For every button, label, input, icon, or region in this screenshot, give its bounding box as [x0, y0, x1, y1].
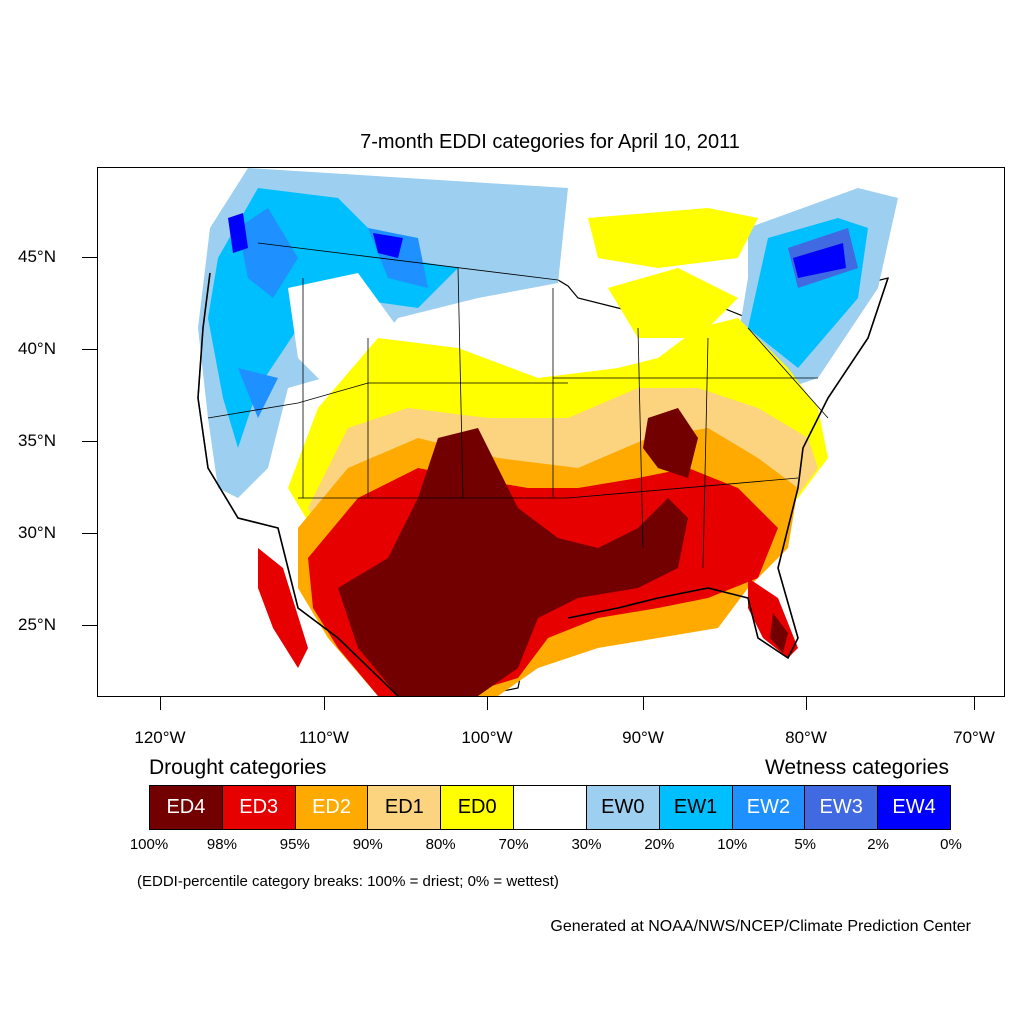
- region-ew2-northwest: [238, 208, 428, 418]
- lon-tick: [806, 696, 807, 710]
- lon-label-90: 90°W: [622, 728, 664, 747]
- legend-cell-ed3: ED3: [222, 786, 296, 829]
- lat-label-30: 30°N: [18, 523, 56, 542]
- legend-cell-ed1: ED1: [368, 786, 442, 829]
- lat-tick: [82, 533, 97, 534]
- map-title: 7-month EDDI categories for April 10, 20…: [360, 131, 740, 153]
- percent-break-label: 2%: [867, 836, 889, 853]
- region-ed4-florida: [770, 613, 788, 653]
- lat-label-40: 40°N: [18, 339, 56, 358]
- lon-tick: [160, 696, 161, 710]
- coastline: [197, 272, 889, 696]
- lon-label-100: 100°W: [461, 728, 513, 747]
- percent-break-label: 95%: [279, 836, 310, 853]
- percent-break-label: 10%: [717, 836, 748, 853]
- lon-label-70: 70°W: [953, 728, 995, 747]
- lon-tick: [324, 696, 325, 710]
- percent-break-label: 90%: [352, 836, 383, 853]
- lon-tick: [643, 696, 644, 710]
- map-panel: [97, 167, 1005, 697]
- category-legend: ED4 ED3 ED2 ED1 ED0 EW0 EW1 EW2 EW3 EW4: [149, 785, 951, 830]
- lon-label-110: 110°W: [299, 728, 349, 747]
- percent-break-label: 20%: [644, 836, 675, 853]
- lon-tick: [487, 696, 488, 710]
- region-ed4-southwest: [338, 428, 688, 696]
- lat-label-45: 45°N: [18, 247, 56, 266]
- lat-tick: [82, 349, 97, 350]
- region-ew4-northeast: [793, 243, 846, 278]
- lon-label-80: 80°W: [785, 728, 827, 747]
- legend-cell-ed2: ED2: [295, 786, 369, 829]
- percent-break-label: 80%: [425, 836, 456, 853]
- lat-label-25: 25°N: [18, 615, 56, 634]
- drought-categories-title: Drought categories: [149, 756, 327, 779]
- percent-break-label: 0%: [940, 836, 962, 853]
- eddi-map: [197, 168, 898, 696]
- lat-label-35: 35°N: [18, 431, 56, 450]
- region-ew4-cascade: [228, 213, 403, 258]
- legend-cell-ew4: EW4: [878, 786, 950, 829]
- percent-break-label: 30%: [571, 836, 602, 853]
- region-ed4-ohio-valley: [643, 408, 698, 478]
- wetness-categories-title: Wetness categories: [764, 756, 949, 779]
- legend-cell-ew0: EW0: [586, 786, 660, 829]
- lat-tick: [82, 625, 97, 626]
- legend-cell-ew1: EW1: [659, 786, 733, 829]
- percent-break-label: 100%: [129, 836, 169, 853]
- percent-break-label: 98%: [206, 836, 237, 853]
- percent-break-label: 5%: [794, 836, 817, 853]
- credit-line: Generated at NOAA/NWS/NCEP/Climate Predi…: [550, 918, 971, 935]
- lon-label-120: 120°W: [134, 728, 186, 747]
- lat-tick: [82, 257, 97, 258]
- lon-tick: [974, 696, 975, 710]
- lat-tick: [82, 441, 97, 442]
- legend-cell-ew2: EW2: [732, 786, 806, 829]
- region-ed0-great-lakes: [588, 208, 758, 338]
- legend-cell-ed4: ED4: [150, 786, 223, 829]
- legend-cell-ed0: ED0: [441, 786, 515, 829]
- category-breaks-note: (EDDI-percentile category breaks: 100% =…: [137, 873, 559, 890]
- region-ed3-baja: [258, 548, 308, 668]
- state-boundaries: [207, 242, 829, 569]
- percent-break-label: 70%: [498, 836, 529, 853]
- legend-cell-ew3: EW3: [805, 786, 879, 829]
- legend-cell-normal: [514, 786, 587, 829]
